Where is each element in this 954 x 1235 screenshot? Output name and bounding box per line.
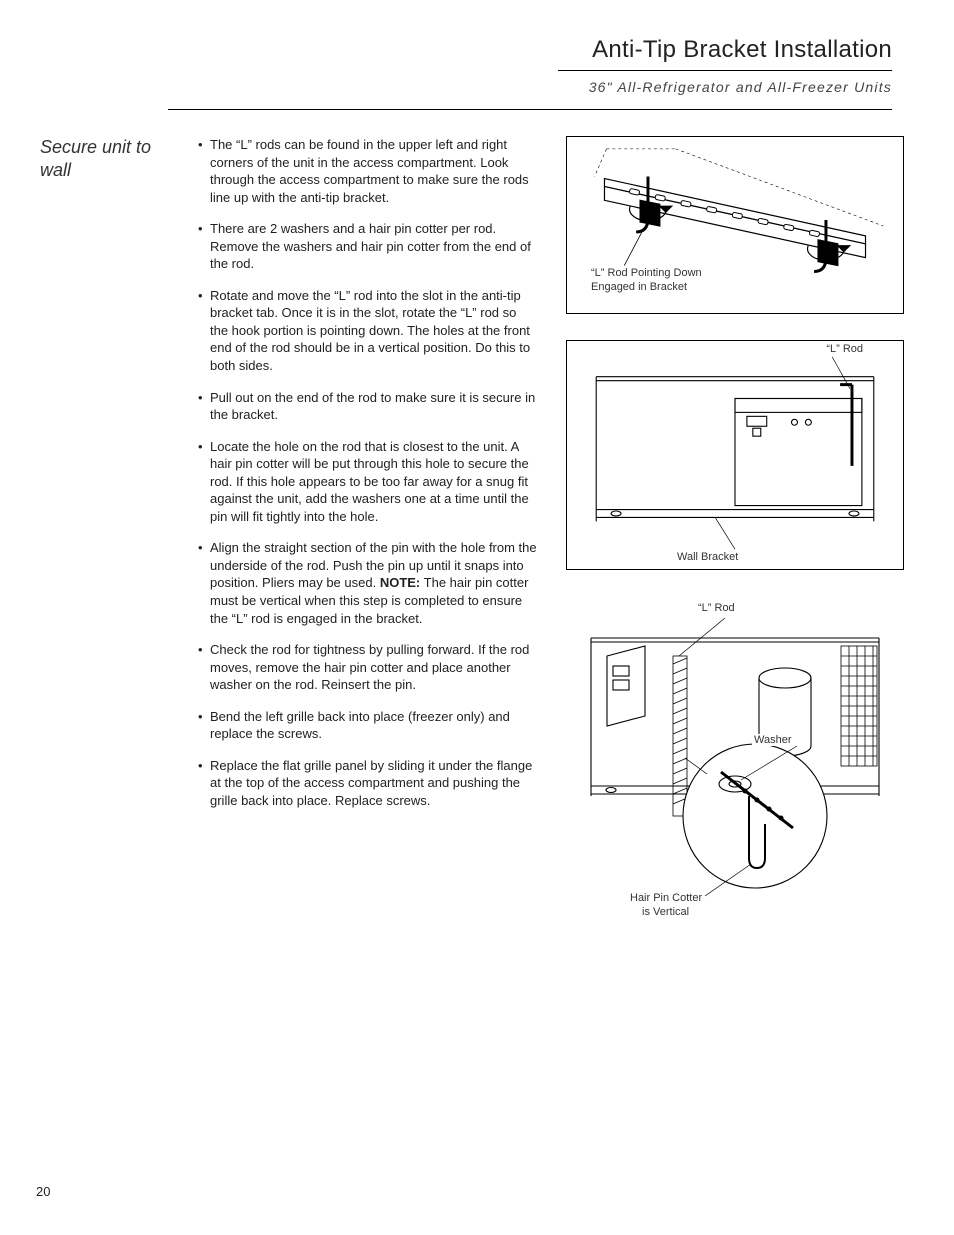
figure1-label-line2: Engaged in Bracket xyxy=(591,281,687,293)
full-rule xyxy=(168,109,892,110)
figure2-label-bottom: Wall Bracket xyxy=(677,551,738,563)
figure-cotter-detail: “L” Rod Washer Hair Pin Cotter is Vertic… xyxy=(566,596,904,926)
figure3-label-bottom1: Hair Pin Cotter xyxy=(630,892,702,904)
figure-bracket-engaged: “L” Rod Pointing Down Engaged in Bracket xyxy=(566,136,904,314)
list-item: Replace the flat grille panel by sliding… xyxy=(198,757,538,810)
content-row: Secure unit to wall The “L” rods can be … xyxy=(50,136,904,926)
diagram-3-svg xyxy=(566,596,904,926)
instruction-list: The “L” rods can be found in the upper l… xyxy=(198,136,538,926)
diagram-2-svg xyxy=(567,341,903,569)
figure3-label-bottom2: is Vertical xyxy=(642,906,689,918)
page-number: 20 xyxy=(36,1184,50,1199)
figure3-label-washer: Washer xyxy=(752,734,794,746)
note-label: NOTE: xyxy=(380,575,420,590)
figure1-label-line1: “L” Rod Pointing Down xyxy=(591,267,702,279)
title-rule xyxy=(558,70,892,71)
list-item: Locate the hole on the rod that is close… xyxy=(198,438,538,526)
list-item: There are 2 washers and a hair pin cotte… xyxy=(198,220,538,273)
page-title: Anti-Tip Bracket Installation xyxy=(50,36,892,64)
section-heading: Secure unit to wall xyxy=(40,136,170,926)
figure2-label-top: “L” Rod xyxy=(826,343,863,355)
figures-column: “L” Rod Pointing Down Engaged in Bracket xyxy=(566,136,904,926)
figure3-label-top: “L” Rod xyxy=(698,602,735,614)
list-item: Align the straight section of the pin wi… xyxy=(198,539,538,627)
list-item: The “L” rods can be found in the upper l… xyxy=(198,136,538,206)
list-item: Rotate and move the “L” rod into the slo… xyxy=(198,287,538,375)
figure-wall-bracket: “L” Rod Wall Bracket xyxy=(566,340,904,570)
list-item: Check the rod for tightness by pulling f… xyxy=(198,641,538,694)
page-subtitle: 36" All-Refrigerator and All-Freezer Uni… xyxy=(50,79,892,95)
list-item: Bend the left grille back into place (fr… xyxy=(198,708,538,743)
list-item: Pull out on the end of the rod to make s… xyxy=(198,389,538,424)
